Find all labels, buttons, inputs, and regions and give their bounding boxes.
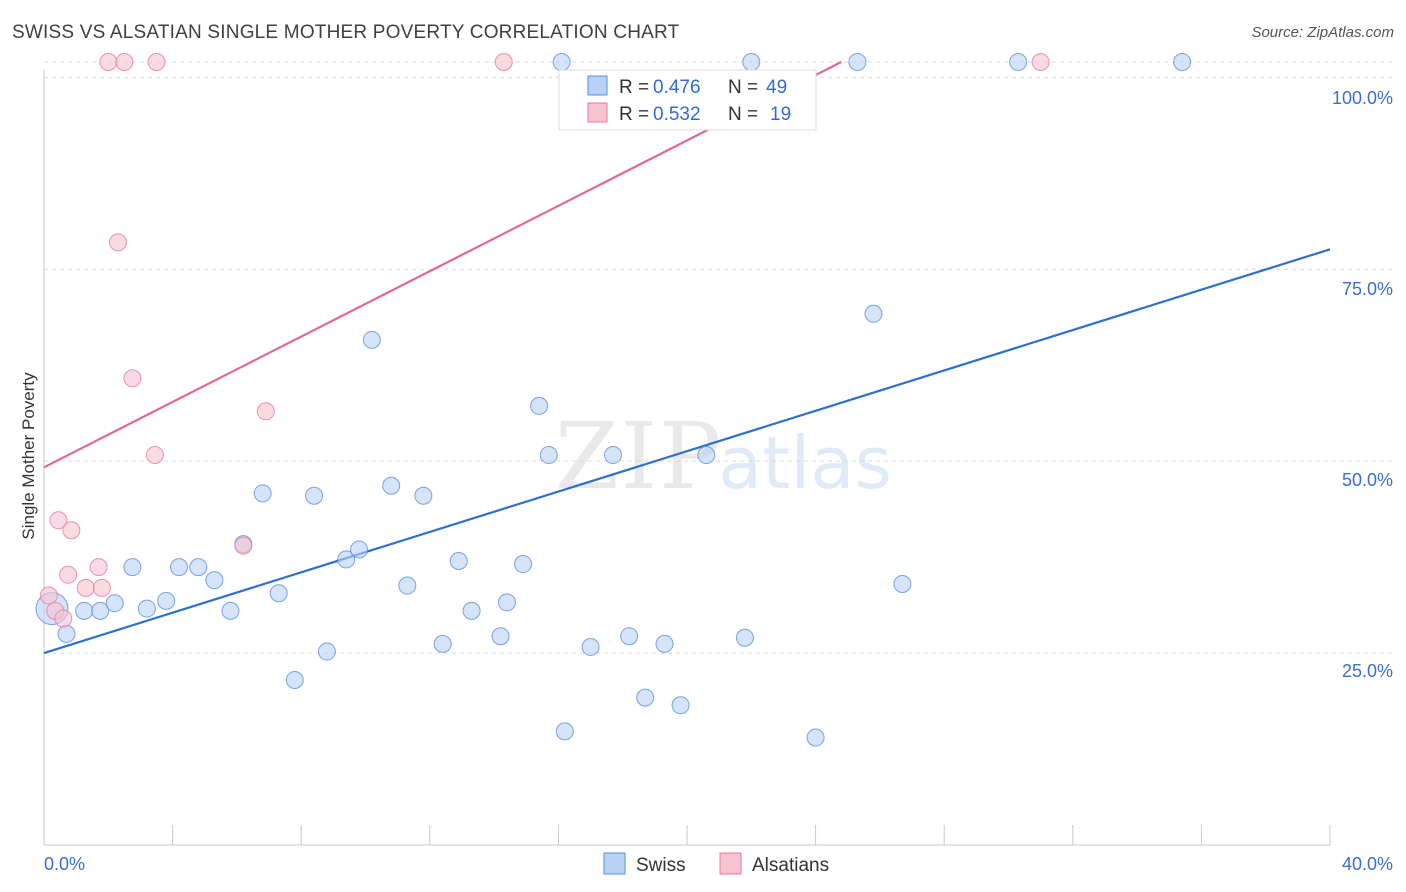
alsatian-point xyxy=(76,578,95,597)
swiss-point xyxy=(449,551,468,570)
swiss-point xyxy=(893,575,912,593)
swiss-point xyxy=(848,53,867,71)
swiss-point xyxy=(123,558,142,577)
legend-swatch-alsatians xyxy=(587,102,608,123)
chart-title: SWISS VS ALSATIAN SINGLE MOTHER POVERTY … xyxy=(12,22,680,43)
source-label: Source: ZipAtlas.com xyxy=(1251,24,1394,41)
data-points xyxy=(35,53,1192,747)
alsatian-point xyxy=(256,402,275,421)
alsatian-point xyxy=(147,53,166,71)
swiss-point xyxy=(317,642,336,661)
axes xyxy=(43,70,1331,846)
swiss-point xyxy=(514,555,533,574)
swiss-point xyxy=(671,696,690,715)
svg-text:atlas: atlas xyxy=(718,421,892,505)
swiss-point xyxy=(539,446,558,465)
swiss-point xyxy=(170,558,189,577)
alsatian-point xyxy=(89,558,108,577)
swiss-point xyxy=(398,576,417,595)
correlation-legend: R = 0.476 N = 49 R = 0.532 N = 19 xyxy=(558,69,817,131)
y-tick-label-50: 50.0% xyxy=(1342,470,1393,490)
swiss-trend-line xyxy=(43,248,1331,655)
swiss-point xyxy=(57,624,76,643)
zipatlas-watermark: ZIP atlas xyxy=(555,403,892,510)
swiss-point xyxy=(337,550,356,569)
y-tick-label-100: 100.0% xyxy=(1332,88,1393,108)
alsatian-point xyxy=(49,511,68,530)
alsatian-point xyxy=(234,536,253,555)
swiss-point xyxy=(864,304,883,323)
bottom-legend-label-alsatians: Alsatians xyxy=(752,855,829,876)
swiss-point xyxy=(604,446,623,465)
swiss-point xyxy=(91,601,110,620)
swiss-point xyxy=(655,634,674,653)
alsatian-point xyxy=(494,53,513,71)
legend-r-label-swiss: R = xyxy=(619,77,649,98)
swiss-point xyxy=(105,594,124,613)
swiss-point xyxy=(1173,53,1192,71)
swiss-point xyxy=(462,601,481,620)
alsatian-point xyxy=(123,369,142,388)
legend-n-value-alsatians: 19 xyxy=(770,104,791,125)
grid-lines xyxy=(44,61,1393,654)
swiss-point xyxy=(555,722,574,741)
swiss-point xyxy=(285,670,304,689)
legend-r-value-alsatians: 0.532 xyxy=(653,104,701,125)
trend-lines xyxy=(43,61,1331,655)
alsatian-point xyxy=(145,446,164,465)
swiss-point xyxy=(636,688,655,707)
x-tick-label-max: 40.0% xyxy=(1342,854,1393,874)
bottom-legend-swatch-swiss xyxy=(603,852,626,875)
swiss-point xyxy=(497,593,516,612)
swiss-point xyxy=(806,728,825,747)
swiss-point xyxy=(552,53,571,71)
swiss-point xyxy=(620,627,639,646)
alsatian-point xyxy=(62,521,81,540)
legend-swatch-swiss xyxy=(587,75,608,96)
y-tick-label-25: 25.0% xyxy=(1342,661,1393,681)
swiss-point xyxy=(269,584,288,603)
legend-r-label-alsatians: R = xyxy=(619,104,649,125)
swiss-point xyxy=(157,591,176,610)
alsatian-point xyxy=(1031,53,1050,71)
swiss-point xyxy=(491,627,510,646)
bottom-legend-swatch-alsatians xyxy=(719,852,742,875)
swiss-point xyxy=(735,628,754,647)
alsatian-point xyxy=(92,578,111,597)
swiss-point xyxy=(362,330,381,349)
swiss-point xyxy=(75,601,94,620)
swiss-point xyxy=(433,634,452,653)
x-tick-label-min: 0.0% xyxy=(44,854,85,874)
swiss-point xyxy=(305,486,324,505)
swiss-point xyxy=(189,558,208,577)
alsatian-point xyxy=(39,586,58,605)
swiss-point xyxy=(350,540,369,559)
swiss-point xyxy=(530,396,549,415)
alsatian-point xyxy=(54,609,73,628)
legend-n-label-swiss: N = xyxy=(728,77,758,98)
swiss-point xyxy=(414,486,433,505)
swiss-point xyxy=(1009,53,1028,71)
y-tick-label-75: 75.0% xyxy=(1342,279,1393,299)
swiss-point xyxy=(581,637,600,656)
y-axis-title: Single Mother Poverty xyxy=(19,372,38,540)
swiss-point xyxy=(205,571,224,590)
alsatian-point xyxy=(115,53,134,71)
swiss-point xyxy=(742,53,761,71)
alsatian-point xyxy=(59,565,78,584)
swiss-point xyxy=(697,446,716,465)
legend-r-value-swiss: 0.476 xyxy=(653,77,701,98)
legend-n-value-swiss: 49 xyxy=(766,77,787,98)
series-legend: Swiss Alsatians xyxy=(603,852,829,876)
swiss-point xyxy=(137,599,156,618)
alsatian-point xyxy=(99,53,118,71)
swiss-point xyxy=(253,484,272,503)
legend-n-label-alsatians: N = xyxy=(728,104,758,125)
bottom-legend-label-swiss: Swiss xyxy=(636,855,686,876)
swiss-point xyxy=(221,601,240,620)
alsatian-point xyxy=(108,233,127,252)
swiss-point xyxy=(382,476,401,495)
svg-text:ZIP: ZIP xyxy=(555,403,723,510)
